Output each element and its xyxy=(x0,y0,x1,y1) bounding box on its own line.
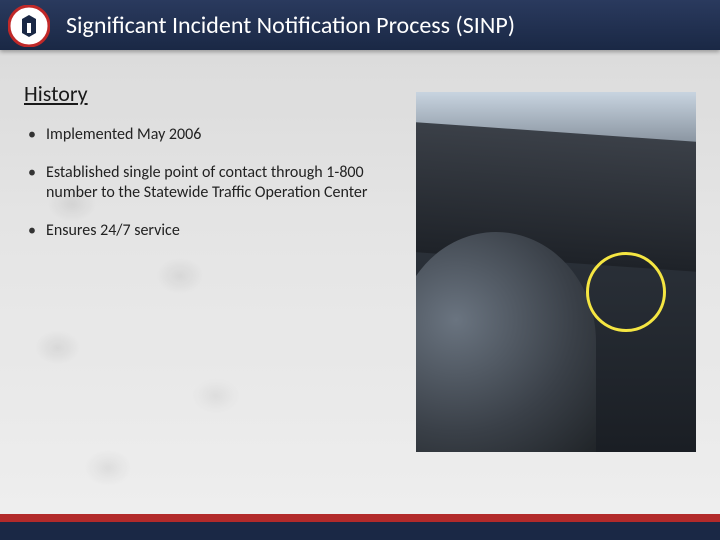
bullet-list: Implemented May 2006 Established single … xyxy=(24,125,394,241)
bullet-item: Implemented May 2006 xyxy=(24,125,394,145)
footer-red-band xyxy=(0,514,720,522)
highlight-circle-icon xyxy=(586,252,666,332)
header-bar: Significant Incident Notification Proces… xyxy=(0,0,720,50)
wisdot-logo xyxy=(8,5,50,47)
incident-photo xyxy=(416,92,696,452)
photo-crane xyxy=(416,232,596,452)
footer-navy-band xyxy=(0,522,720,540)
footer-bar xyxy=(0,514,720,540)
bullet-item: Established single point of contact thro… xyxy=(24,163,394,203)
page-title: Significant Incident Notification Proces… xyxy=(66,11,515,40)
bullet-item: Ensures 24/7 service xyxy=(24,221,394,241)
